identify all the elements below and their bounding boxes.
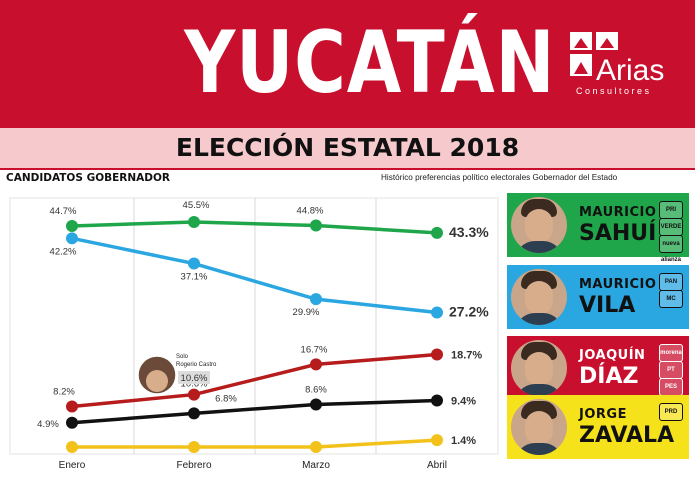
x-tick-label: Abril <box>427 460 447 471</box>
x-tick-label: Enero <box>59 460 86 471</box>
data-label: 8.6% <box>305 384 327 395</box>
data-point <box>188 441 200 453</box>
candidate-card: JORGE ZAVALA PRD <box>507 395 689 459</box>
logo-subtitle: Consultores <box>576 86 652 96</box>
data-point <box>66 232 78 245</box>
party-badge: VERDE <box>659 218 683 236</box>
data-label: 6.8% <box>215 393 237 404</box>
candidate-first-name: MAURICIO <box>579 277 657 292</box>
x-tick-label: Marzo <box>302 460 330 471</box>
party-badge: PT <box>659 361 683 379</box>
data-point <box>431 348 443 361</box>
data-label: 29.9% <box>293 307 320 318</box>
data-label: 45.5% <box>183 200 210 211</box>
party-badge: nueva alianza <box>659 235 683 263</box>
party-badge: PES <box>659 378 683 396</box>
series-line <box>71 236 438 315</box>
party-logos: morena PT PES <box>659 344 683 396</box>
data-label: 42.2% <box>50 246 77 257</box>
data-point <box>66 400 78 413</box>
candidate-photo <box>511 340 567 396</box>
divider-line <box>0 168 695 170</box>
data-point <box>66 441 78 453</box>
section-label: CANDIDATOS GOBERNADOR <box>6 172 171 184</box>
candidate-last-name: ZAVALA <box>579 423 675 448</box>
data-point <box>310 398 322 411</box>
data-point <box>431 434 443 447</box>
data-label: 10.6% <box>181 379 208 390</box>
data-point <box>188 257 200 270</box>
series-line <box>71 352 438 409</box>
candidate-card: MAURICIO VILA PAN MC <box>507 265 689 329</box>
data-point <box>188 216 200 228</box>
data-label: 8.2% <box>53 386 75 397</box>
line-chart: Enero Febrero Marzo Abril 44.7% 45.5% 44.8% 43.… <box>9 197 499 471</box>
data-label: 27.2% <box>449 303 489 319</box>
data-point <box>66 416 78 429</box>
data-point <box>431 394 443 407</box>
data-label: 43.3% <box>449 224 489 240</box>
annotation-value-box <box>178 371 210 384</box>
candidate-first-name: MAURICIO <box>579 205 657 220</box>
party-badge: PRI <box>659 201 683 219</box>
candidate-card: MAURICIO SAHUÍ PRI VERDE nueva alianza <box>507 193 689 263</box>
party-badge: PRD <box>659 403 683 421</box>
party-logos: PRD <box>659 403 683 451</box>
annotation-line2: Rogerio Castro <box>176 362 217 368</box>
data-point <box>66 219 78 232</box>
series-line <box>72 438 438 449</box>
page-title: YUCATÁN <box>184 13 556 113</box>
party-logos: PAN MC <box>659 273 683 321</box>
data-point <box>310 293 322 306</box>
series-line <box>71 220 438 235</box>
party-badge: MC <box>659 290 683 308</box>
candidate-first-name: JORGE <box>579 407 627 422</box>
data-label: 18.7% <box>451 350 482 362</box>
data-point <box>310 219 322 232</box>
plot-area <box>9 197 499 455</box>
data-label: 37.1% <box>181 272 208 283</box>
candidate-first-name: JOAQUÍN <box>579 348 646 363</box>
election-subtitle: ELECCIÓN ESTATAL 2018 <box>175 133 520 162</box>
candidate-photo <box>511 269 567 325</box>
annotation-value: 10.6% <box>181 373 208 384</box>
series-line <box>71 398 438 425</box>
candidate-photo <box>511 197 567 253</box>
annotation-line1: Solo <box>176 354 189 360</box>
data-label: 4.9% <box>37 419 59 430</box>
data-label: 44.8% <box>297 205 324 216</box>
party-logos: PRI VERDE nueva alianza <box>659 201 683 263</box>
logo-houses-icon <box>570 32 618 76</box>
party-badge: PAN <box>659 273 683 291</box>
data-point <box>188 407 200 420</box>
face-skin <box>146 370 168 392</box>
data-point <box>310 441 322 453</box>
candidate-last-name: SAHUÍ <box>579 221 657 246</box>
data-point <box>431 306 443 319</box>
subtitle-band <box>0 128 695 168</box>
chart-description: Histórico preferencias político electora… <box>381 173 618 182</box>
data-point <box>431 226 443 239</box>
data-point <box>310 358 322 371</box>
party-badge: morena <box>659 344 683 362</box>
candidate-last-name: DÍAZ <box>579 364 639 389</box>
logo-name: Arias <box>596 54 665 87</box>
arias-logo: Arias Consultores <box>568 30 678 100</box>
candidate-card: JOAQUÍN DÍAZ morena PT PES <box>507 336 689 400</box>
candidate-last-name: VILA <box>579 293 636 318</box>
data-label: 9.4% <box>451 396 476 408</box>
candidate-photo <box>511 399 567 455</box>
data-label: 44.7% <box>50 206 77 217</box>
x-tick-label: Febrero <box>176 460 211 471</box>
data-label: 1.4% <box>451 435 476 447</box>
data-point <box>188 388 200 401</box>
data-label: 16.7% <box>301 344 328 355</box>
